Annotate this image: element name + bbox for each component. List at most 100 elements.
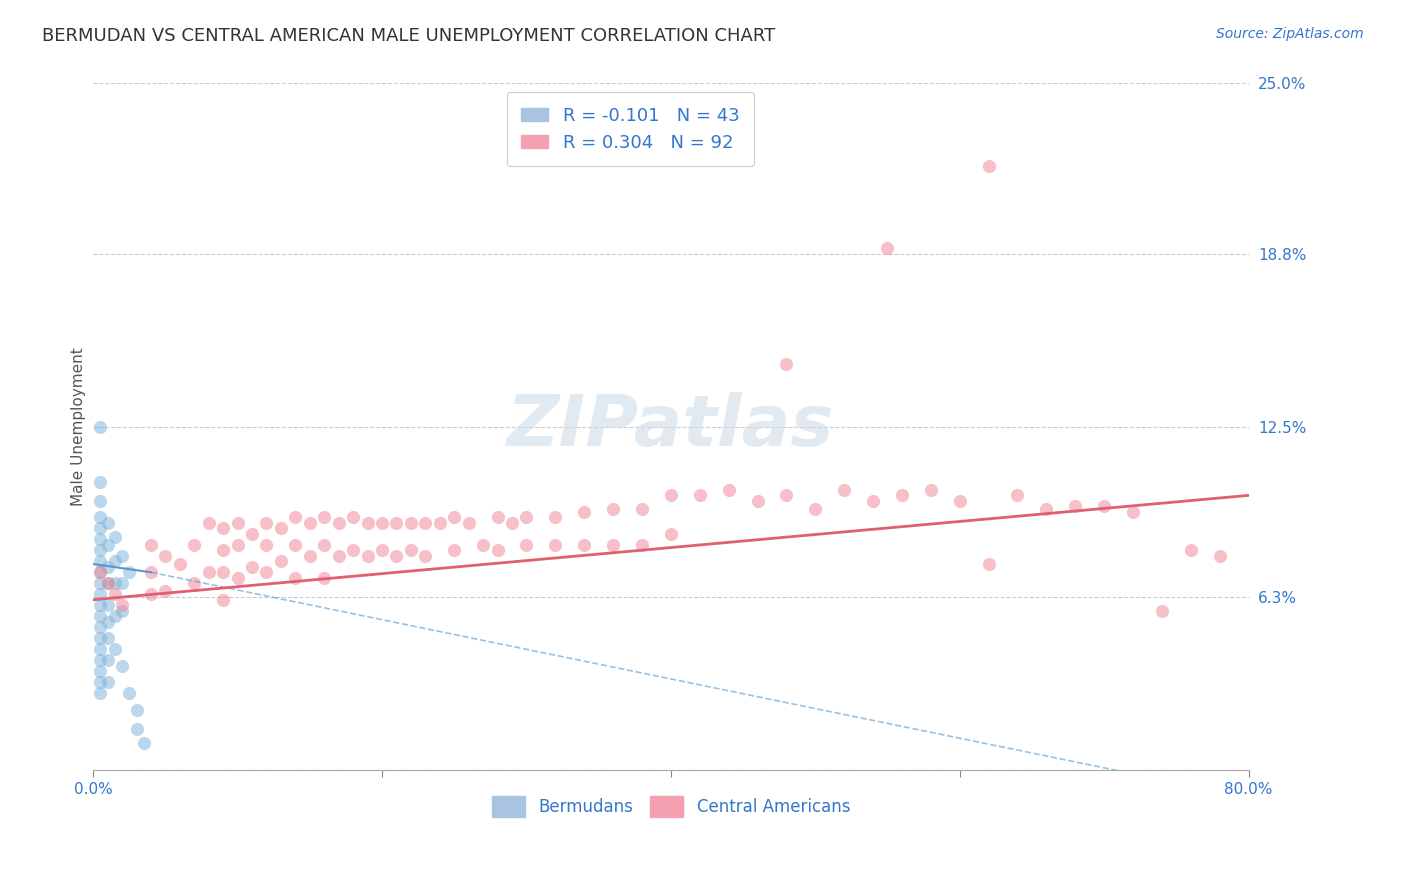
- Point: [256, 516, 278, 530]
- Point: [415, 516, 437, 530]
- Point: [111, 604, 134, 618]
- Point: [602, 538, 624, 552]
- Point: [89, 599, 111, 613]
- Point: [89, 576, 111, 591]
- Point: [1208, 549, 1230, 563]
- Point: [111, 576, 134, 591]
- Point: [125, 702, 148, 716]
- Point: [104, 642, 127, 657]
- Point: [89, 510, 111, 524]
- Point: [155, 549, 177, 563]
- Point: [270, 554, 292, 568]
- Point: [89, 686, 111, 700]
- Y-axis label: Male Unemployment: Male Unemployment: [72, 347, 86, 506]
- Point: [659, 488, 682, 502]
- Point: [197, 566, 219, 580]
- Point: [602, 502, 624, 516]
- Point: [385, 516, 408, 530]
- Point: [256, 566, 278, 580]
- Text: BERMUDAN VS CENTRAL AMERICAN MALE UNEMPLOYMENT CORRELATION CHART: BERMUDAN VS CENTRAL AMERICAN MALE UNEMPL…: [42, 27, 776, 45]
- Point: [328, 549, 350, 563]
- Point: [486, 543, 509, 558]
- Point: [1180, 543, 1202, 558]
- Point: [284, 538, 307, 552]
- Point: [631, 538, 654, 552]
- Point: [775, 357, 797, 371]
- Point: [472, 538, 495, 552]
- Point: [155, 584, 177, 599]
- Point: [118, 686, 141, 700]
- Point: [1092, 500, 1115, 514]
- Point: [89, 533, 111, 547]
- Point: [97, 538, 120, 552]
- Point: [977, 159, 1000, 173]
- Point: [89, 631, 111, 645]
- Point: [89, 475, 111, 489]
- Point: [443, 510, 465, 524]
- Point: [356, 549, 378, 563]
- Point: [631, 502, 654, 516]
- Point: [104, 587, 127, 601]
- Point: [298, 516, 321, 530]
- Point: [314, 510, 336, 524]
- Point: [890, 488, 912, 502]
- Point: [1064, 500, 1087, 514]
- Point: [89, 419, 111, 434]
- Point: [356, 516, 378, 530]
- Point: [270, 521, 292, 535]
- Point: [876, 241, 898, 255]
- Point: [89, 521, 111, 535]
- Point: [89, 566, 111, 580]
- Point: [314, 571, 336, 585]
- Point: [342, 543, 364, 558]
- Point: [457, 516, 479, 530]
- Point: [717, 483, 740, 497]
- Point: [574, 505, 596, 519]
- Point: [139, 566, 162, 580]
- Point: [298, 549, 321, 563]
- Point: [125, 722, 148, 736]
- Point: [515, 510, 537, 524]
- Point: [804, 502, 827, 516]
- Point: [97, 599, 120, 613]
- Point: [342, 510, 364, 524]
- Point: [169, 557, 191, 571]
- Point: [659, 526, 682, 541]
- Point: [747, 494, 769, 508]
- Point: [104, 530, 127, 544]
- Point: [314, 538, 336, 552]
- Point: [197, 516, 219, 530]
- Point: [371, 543, 394, 558]
- Point: [89, 664, 111, 678]
- Point: [501, 516, 523, 530]
- Text: Source: ZipAtlas.com: Source: ZipAtlas.com: [1216, 27, 1364, 41]
- Point: [97, 615, 120, 629]
- Point: [240, 526, 263, 541]
- Point: [89, 609, 111, 624]
- Point: [89, 554, 111, 568]
- Point: [256, 538, 278, 552]
- Point: [574, 538, 596, 552]
- Point: [862, 494, 884, 508]
- Point: [544, 510, 567, 524]
- Point: [1007, 488, 1029, 502]
- Point: [328, 516, 350, 530]
- Point: [97, 559, 120, 574]
- Point: [111, 549, 134, 563]
- Point: [429, 516, 451, 530]
- Point: [139, 587, 162, 601]
- Point: [104, 576, 127, 591]
- Point: [97, 675, 120, 690]
- Point: [544, 538, 567, 552]
- Point: [89, 587, 111, 601]
- Point: [689, 488, 711, 502]
- Point: [212, 521, 235, 535]
- Point: [139, 538, 162, 552]
- Point: [920, 483, 942, 497]
- Point: [515, 538, 537, 552]
- Point: [183, 576, 205, 591]
- Point: [1122, 505, 1144, 519]
- Point: [89, 642, 111, 657]
- Point: [949, 494, 972, 508]
- Point: [111, 599, 134, 613]
